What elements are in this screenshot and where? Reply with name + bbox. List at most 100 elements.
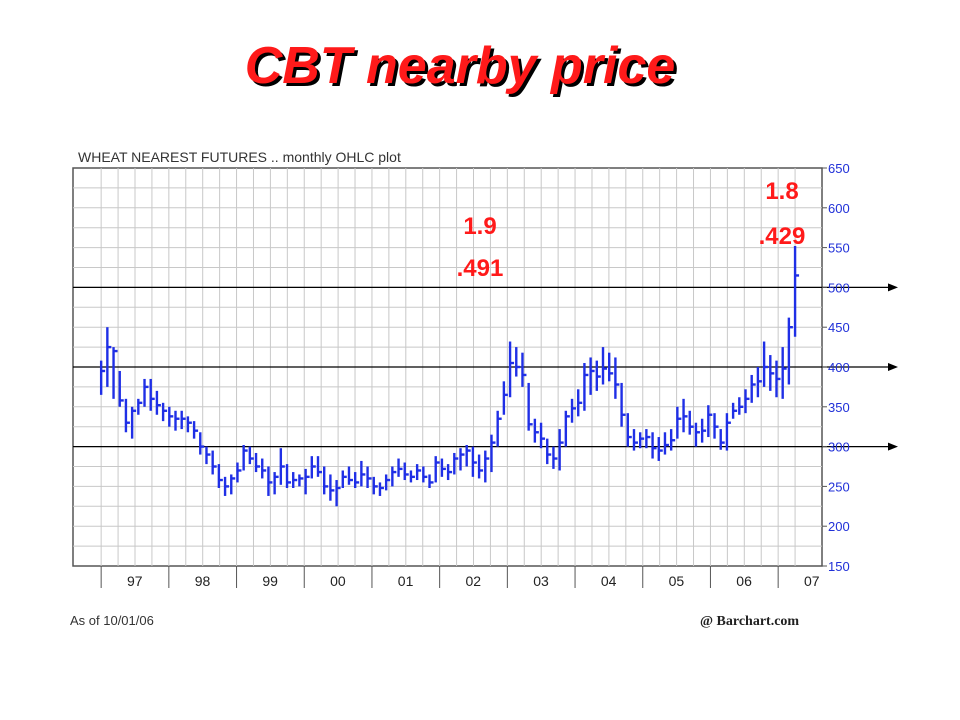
ohlc-bar xyxy=(546,438,552,465)
ohlc-bar xyxy=(762,341,769,387)
ohlc-bar xyxy=(254,452,261,473)
ohlc-bar xyxy=(490,434,496,473)
ohlc-bar xyxy=(285,464,292,488)
ohlc-bar xyxy=(731,402,738,419)
ohlc-bar xyxy=(583,363,589,411)
ohlc-bar xyxy=(688,410,694,435)
ohlc-bar xyxy=(453,452,459,475)
x-tick-label: 98 xyxy=(195,573,211,589)
ohlc-bar xyxy=(130,406,137,439)
ohlc-bar xyxy=(434,456,440,483)
ohlc-bar xyxy=(614,357,620,399)
ohlc-bar xyxy=(391,466,397,487)
ohlc-bar xyxy=(608,352,614,382)
ohlc-bar xyxy=(552,446,558,469)
x-tick-label: 03 xyxy=(533,573,549,589)
ohlc-bar xyxy=(440,458,446,477)
ohlc-bar xyxy=(496,410,502,447)
ohlc-bar xyxy=(638,432,645,449)
ohlc-bar xyxy=(409,470,415,483)
ohlc-bar xyxy=(793,246,800,337)
ohlc-bar xyxy=(248,446,254,465)
y-tick-label: 650 xyxy=(828,161,850,176)
ohlc-bar xyxy=(484,450,490,483)
ohlc-bar xyxy=(273,472,279,495)
chart-title: WHEAT NEAREST FUTURES .. monthly OHLC pl… xyxy=(78,149,401,165)
ohlc-bar xyxy=(682,398,688,433)
ohlc-bar xyxy=(360,460,366,487)
ohlc-bar xyxy=(508,341,515,398)
ohlc-bar xyxy=(261,458,267,479)
annotation-ratio: 1.8 xyxy=(765,178,798,205)
ohlc-bar xyxy=(769,355,775,391)
x-tick-label: 00 xyxy=(330,573,346,589)
y-tick-label: 200 xyxy=(828,519,850,534)
ohlc-bar xyxy=(112,347,118,399)
ohlc-bar xyxy=(781,347,787,399)
ohlc-bar xyxy=(744,389,750,414)
ohlc-bar xyxy=(161,402,168,422)
ohlc-bar xyxy=(316,456,323,477)
x-tick-label: 02 xyxy=(466,573,482,589)
ohlc-bar xyxy=(403,462,409,481)
ohlc-bar xyxy=(657,437,663,461)
ohlc-bar xyxy=(242,445,248,471)
ohlc-bar xyxy=(366,466,372,488)
ohlc-bar xyxy=(446,464,453,481)
ohlc-bar xyxy=(217,464,223,488)
ohlc-bar xyxy=(267,466,273,496)
ohlc-bar xyxy=(279,448,285,485)
ohlc-bar xyxy=(632,429,638,451)
ohlc-bar xyxy=(329,474,335,501)
ohlc-bar xyxy=(422,466,428,483)
ohlc-bar xyxy=(143,378,149,407)
ohlc-bar xyxy=(347,466,353,485)
annotation-ratio: 1.9 xyxy=(463,213,496,240)
ohlc-bar xyxy=(341,470,347,488)
ohlc-bar xyxy=(292,472,298,488)
ohlc-bar xyxy=(676,406,682,439)
ohlc-bar xyxy=(230,474,236,495)
x-tick-label: 01 xyxy=(398,573,414,589)
source-credit: @ Barchart.com xyxy=(700,614,799,629)
ohlc-bar xyxy=(539,422,546,449)
ohlc-bar xyxy=(651,432,657,459)
y-tick-label: 550 xyxy=(828,241,850,256)
y-tick-label: 400 xyxy=(828,360,850,375)
annotation-value: .429 xyxy=(759,223,806,250)
ohlc-bar xyxy=(335,480,341,507)
x-tick-label: 04 xyxy=(601,573,617,589)
ohlc-bar xyxy=(118,370,124,407)
reference-arrow xyxy=(888,283,898,292)
ohlc-bar xyxy=(713,413,719,439)
ohlc-bar xyxy=(477,454,484,479)
ohlc-bar xyxy=(124,398,130,433)
ohlc-bar xyxy=(353,472,360,488)
ohlc-bar xyxy=(694,422,700,447)
ohlc-bar xyxy=(322,466,329,495)
ohlc-bar xyxy=(211,450,217,475)
y-tick-label: 600 xyxy=(828,201,850,216)
ohlc-bar xyxy=(384,474,391,491)
ohlc-bar xyxy=(700,418,707,443)
ohlc-bar xyxy=(577,389,583,417)
ohlc-bar xyxy=(174,410,180,431)
ohlc-bar xyxy=(570,398,577,423)
ohlc-bar xyxy=(589,357,595,395)
ohlc-bar xyxy=(205,446,211,465)
ohlc-bar xyxy=(155,390,161,415)
ohlc-bar xyxy=(378,482,384,496)
ohlc-bar xyxy=(595,360,601,391)
reference-arrow xyxy=(888,363,898,371)
y-tick-label: 250 xyxy=(828,479,850,494)
ohlc-bar xyxy=(533,418,539,443)
ohlc-bar xyxy=(558,429,564,471)
ohlc-bar xyxy=(415,464,422,481)
ohlc-bar xyxy=(620,382,626,427)
ohlc-bar xyxy=(310,456,316,479)
ohlc-bar xyxy=(372,476,378,495)
ohlc-bar xyxy=(725,413,731,451)
x-tick-label: 06 xyxy=(736,573,752,589)
ohlc-bar xyxy=(564,410,570,447)
annotation-value: .491 xyxy=(457,255,504,282)
